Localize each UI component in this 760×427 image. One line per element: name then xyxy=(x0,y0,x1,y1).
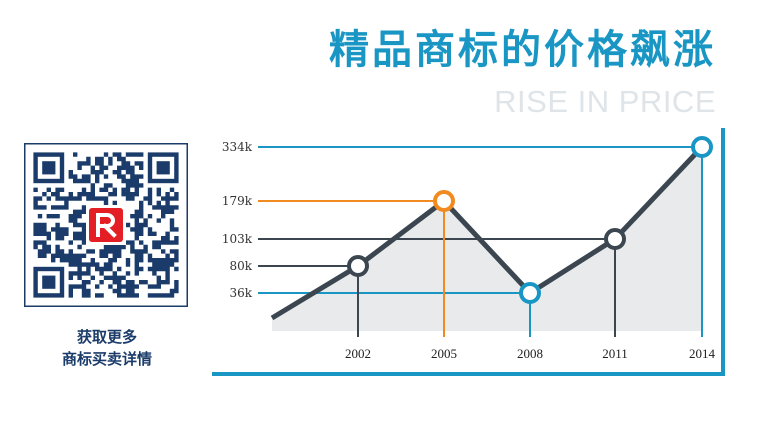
qr-caption-line-2: 商标买卖详情 xyxy=(61,350,152,368)
y-tick-label: 36k xyxy=(229,286,252,300)
data-point-2005 xyxy=(433,190,455,212)
x-tick-label: 2014 xyxy=(689,346,716,361)
x-tick-label: 2005 xyxy=(431,346,457,361)
chart-subtitle: RISE IN PRICE xyxy=(494,84,716,119)
qr-finder-1 xyxy=(147,152,179,184)
area-fill xyxy=(272,147,702,331)
x-tick-label: 2008 xyxy=(517,346,543,361)
data-point-2008 xyxy=(519,282,541,304)
y-tick-label: 334k xyxy=(222,140,253,154)
qr-modules xyxy=(33,152,179,298)
qr-caption-line-1: 获取更多 xyxy=(76,328,137,346)
x-tick-label: 2002 xyxy=(345,346,371,361)
chart-frame xyxy=(212,128,725,376)
chart-title: 精品商标的价格飙涨 xyxy=(329,27,716,73)
qr-finder-2 xyxy=(33,266,65,298)
x-tick-label: 2011 xyxy=(602,346,628,361)
y-tick-label: 80k xyxy=(229,259,252,273)
data-point-2011 xyxy=(604,228,626,250)
data-point-2002 xyxy=(347,255,369,277)
qr-code xyxy=(24,143,188,307)
qr-finder-0 xyxy=(33,152,65,184)
qr-caption: 获取更多 商标买卖详情 xyxy=(18,326,196,370)
y-tick-label: 103k xyxy=(222,232,253,246)
y-tick-label: 179k xyxy=(222,194,253,208)
data-point-2014 xyxy=(691,136,713,158)
series-line xyxy=(270,145,704,321)
